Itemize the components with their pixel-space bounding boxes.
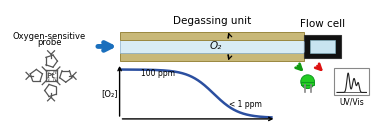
Text: N: N (53, 77, 57, 82)
Bar (310, 40, 335, 53)
Text: Degassing unit: Degassing unit (172, 16, 251, 26)
Bar (119, 40, 304, 53)
Text: Flow cell: Flow cell (300, 19, 345, 29)
Text: Pt: Pt (47, 73, 55, 79)
Text: Oxygen-sensitive: Oxygen-sensitive (12, 32, 86, 41)
Bar (119, 32, 304, 40)
Text: O₂: O₂ (209, 41, 222, 51)
Bar (301, 82, 314, 85)
Text: probe: probe (37, 38, 61, 47)
Text: UV/Vis: UV/Vis (339, 97, 364, 106)
Text: N: N (53, 70, 57, 75)
Text: 100 ppm: 100 ppm (141, 69, 175, 78)
Text: [O₂]: [O₂] (101, 89, 118, 98)
Text: < 1 ppm: < 1 ppm (229, 100, 262, 109)
Bar (119, 53, 304, 61)
Circle shape (301, 75, 314, 89)
Bar (304, 35, 341, 58)
Bar (334, 68, 369, 95)
Text: N: N (45, 77, 49, 82)
Text: N: N (45, 70, 49, 75)
